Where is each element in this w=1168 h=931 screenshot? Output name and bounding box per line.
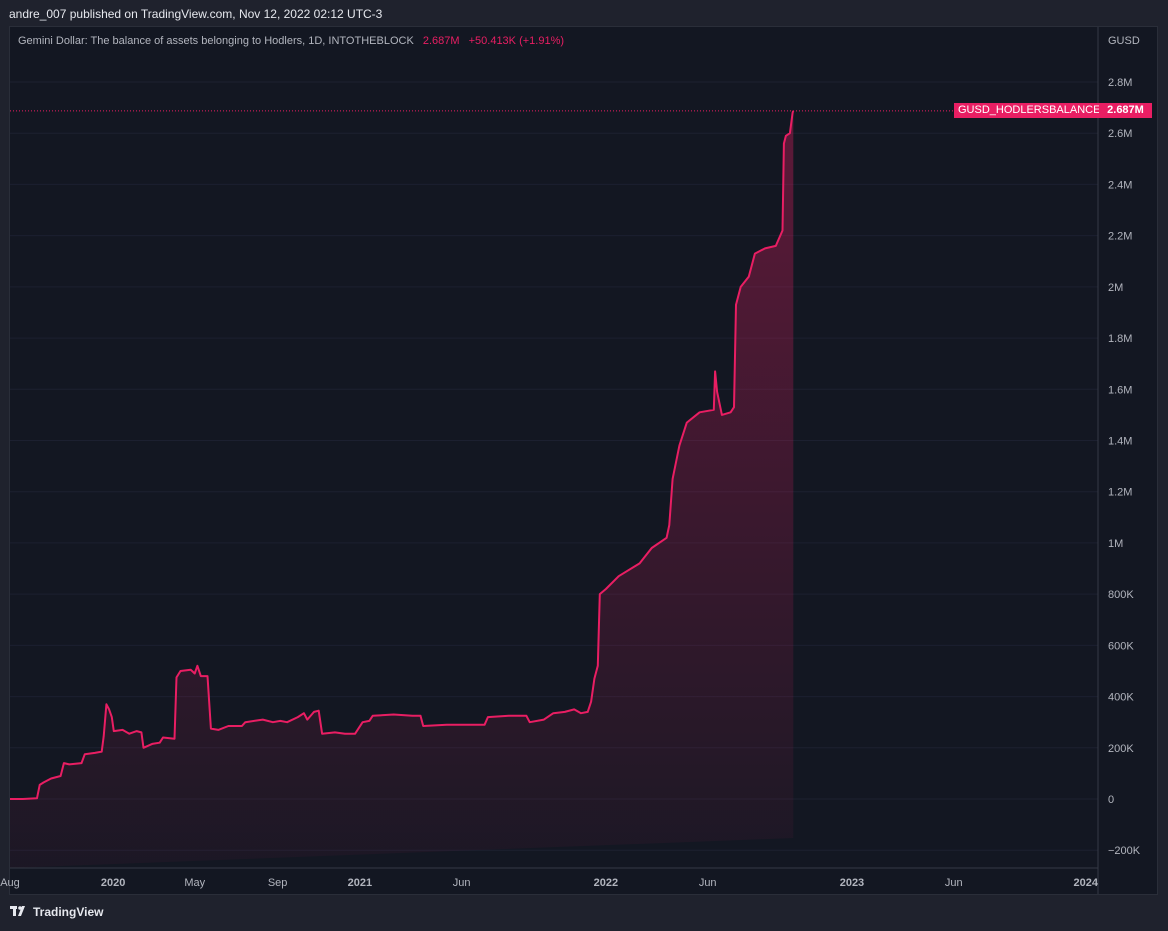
y-tick-label: 200K (1108, 743, 1134, 755)
y-tick-label: 1M (1108, 538, 1123, 550)
tradingview-brand[interactable]: TradingView (10, 905, 103, 919)
y-tick-label: 1.4M (1108, 436, 1132, 448)
legend-last-value: 2.687M (422, 35, 460, 47)
legend-change: +50.413K (+1.91%) (468, 35, 565, 47)
x-tick-label: 2024 (1074, 877, 1099, 889)
y-tick-label: 1.8M (1108, 333, 1132, 345)
y-tick-label: 0 (1108, 794, 1114, 806)
y-tick-label: 800K (1108, 589, 1134, 601)
y-tick-label: 2.8M (1108, 77, 1132, 89)
series-area (10, 110, 794, 868)
x-tick-label: Jun (453, 877, 471, 889)
chart-legend: Gemini Dollar: The balance of assets bel… (18, 35, 564, 47)
axis-currency: GUSD (1108, 35, 1140, 47)
x-tick-label: Aug (0, 877, 20, 889)
y-tick-label: 1.6M (1108, 384, 1132, 396)
x-tick-label: Jun (945, 877, 963, 889)
x-tick-label: 2023 (840, 877, 864, 889)
y-tick-label: 1.2M (1108, 487, 1132, 499)
x-tick-label: May (184, 877, 205, 889)
y-tick-label: 2.2M (1108, 231, 1132, 243)
y-tick-label: 400K (1108, 692, 1134, 704)
tradingview-logo-icon (10, 906, 25, 916)
time-axis[interactable]: Aug 2020 May Sep 2021 Jun 2022 Jun 2023 Jun 2024 (0, 877, 1099, 889)
grid (10, 81, 1098, 851)
x-tick-label: 2020 (101, 877, 125, 889)
legend-title: Gemini Dollar: The balance of assets bel… (18, 35, 414, 47)
y-tick-label: 2.4M (1108, 179, 1132, 191)
series-name-label: GUSD_HODLERSBALANCE (954, 103, 1105, 118)
x-tick-label: Sep (268, 877, 288, 889)
y-tick-label: −200K (1108, 845, 1141, 857)
publisher-bar: andre_007 published on TradingView.com, … (0, 0, 1168, 26)
x-tick-label: 2021 (348, 877, 372, 889)
brand-name: TradingView (33, 905, 104, 919)
x-tick-label: 2022 (594, 877, 618, 889)
series-line (10, 110, 795, 800)
y-tick-label: 600K (1108, 640, 1134, 652)
price-axis[interactable]: 2.8M 2.6M 2.4M 2.2M 2M 1.8M 1.6M 1.4M 1.2M 1M 800K… (1108, 77, 1141, 857)
y-tick-label: 2.6M (1108, 128, 1132, 140)
footer-bar (0, 895, 1168, 931)
y-tick-label: 2M (1108, 282, 1123, 294)
publisher-line: andre_007 published on TradingView.com, … (9, 7, 383, 21)
last-price-label: 2.687M (1099, 103, 1152, 118)
x-tick-label: Jun (699, 877, 717, 889)
